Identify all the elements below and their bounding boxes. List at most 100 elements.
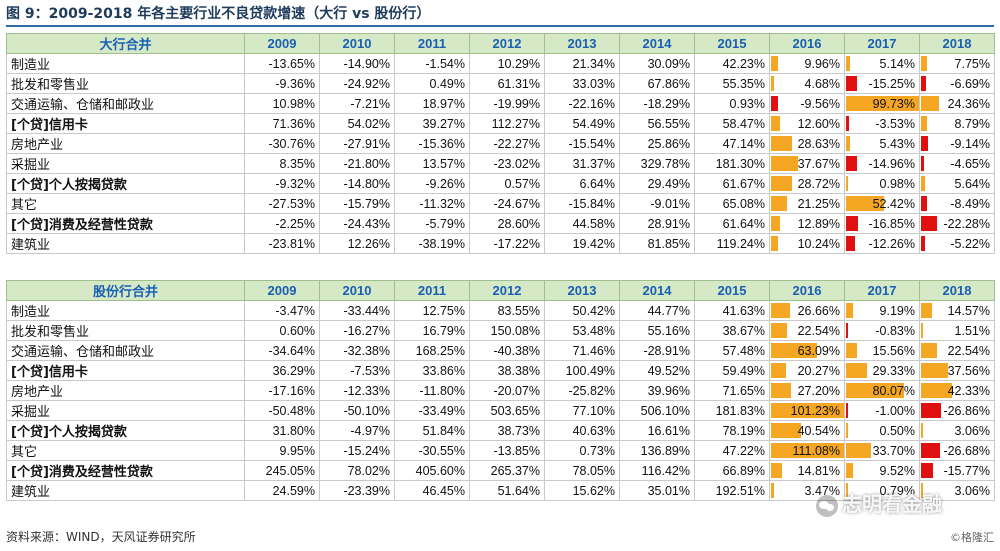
data-value: 506.10% [619, 400, 695, 421]
data-value: 55.35% [694, 73, 770, 94]
data-value: 44.58% [544, 213, 620, 234]
data-value: -20.07% [469, 380, 545, 401]
data-value: 99.73% [872, 97, 915, 111]
data-bar-cell: 0.79% [844, 480, 920, 501]
year-header: 2010 [319, 280, 395, 301]
data-bar-cell: 15.56% [844, 340, 920, 361]
data-bar-cell: -6.69% [919, 73, 995, 94]
data-value: 101.23% [790, 404, 840, 418]
data-bar [921, 156, 925, 171]
data-value: 52.42% [872, 197, 915, 211]
data-bar-cell: -8.49% [919, 193, 995, 214]
data-value: -9.36% [244, 73, 320, 94]
data-value: 51.64% [469, 480, 545, 501]
data-value: -19.99% [469, 93, 545, 114]
data-bar-cell: -9.56% [769, 93, 845, 114]
header-row: 股份行合并 2009 2010 2011 2012 2013 2014 2015 2016 201… [6, 280, 995, 301]
data-value: 42.33% [947, 384, 990, 398]
data-value: 65.08% [694, 193, 770, 214]
year-header: 2018 [919, 33, 995, 54]
data-value: 25.86% [619, 133, 695, 154]
data-value: -13.85% [469, 440, 545, 461]
data-bar-cell: 27.20% [769, 380, 845, 401]
data-bar-cell: 5.14% [844, 53, 920, 74]
data-value: 181.83% [694, 400, 770, 421]
data-value: 28.91% [619, 213, 695, 234]
data-value: -30.76% [244, 133, 320, 154]
data-bar-cell: 111.08% [769, 440, 845, 461]
data-value: 44.77% [619, 300, 695, 321]
data-value: 50.42% [544, 300, 620, 321]
industry-name: [个贷]个人按揭贷款 [6, 173, 245, 194]
industry-name: [个贷]个人按揭贷款 [6, 420, 245, 441]
data-value: -3.53% [875, 117, 915, 131]
data-bar [771, 236, 779, 251]
year-header: 2009 [244, 33, 320, 54]
table-row: 批发和零售业 0.60% -16.27% 16.79% 150.08% 53.48% 55.… [6, 320, 995, 341]
table-row: 建筑业 -23.81% 12.26% -38.19% -17.22% 19.42% 81.8… [6, 233, 995, 254]
data-bar-cell: 1.51% [919, 320, 995, 341]
data-bar-cell: -26.68% [919, 440, 995, 461]
data-value: 33.70% [872, 444, 915, 458]
industry-name: 制造业 [6, 53, 245, 74]
data-value: 0.50% [879, 424, 915, 438]
year-header: 2018 [919, 280, 995, 301]
data-value: 61.31% [469, 73, 545, 94]
data-value: 136.89% [619, 440, 695, 461]
data-value: -22.27% [469, 133, 545, 154]
data-bar [771, 483, 774, 498]
year-header: 2015 [694, 280, 770, 301]
data-value: -7.53% [319, 360, 395, 381]
data-bar-cell: 4.68% [769, 73, 845, 94]
data-value: 29.33% [872, 364, 915, 378]
data-bar [921, 236, 925, 251]
data-bar-cell: 22.54% [769, 320, 845, 341]
data-value: 8.35% [244, 153, 320, 174]
data-value: 0.98% [879, 177, 915, 191]
year-header: 2011 [394, 280, 470, 301]
data-value: -30.55% [394, 440, 470, 461]
industry-name: 房地产业 [6, 380, 245, 401]
year-header: 2013 [544, 280, 620, 301]
data-bar-cell: -1.00% [844, 400, 920, 421]
data-value: 3.47% [804, 484, 840, 498]
watermark-corner: ©格隆汇 [950, 531, 994, 544]
data-bar-cell: 29.33% [844, 360, 920, 381]
data-bar-cell: 21.25% [769, 193, 845, 214]
data-value: 15.56% [872, 344, 915, 358]
data-value: 10.98% [244, 93, 320, 114]
data-value: 39.27% [394, 113, 470, 134]
data-value: 9.52% [879, 464, 915, 478]
data-bar [771, 343, 818, 358]
year-header: 2016 [769, 280, 845, 301]
table-row: 房地产业 -30.76% -27.91% -15.36% -22.27% -15.54% 2… [6, 133, 995, 154]
data-value: 39.96% [619, 380, 695, 401]
data-value: -15.24% [319, 440, 395, 461]
data-bar [771, 136, 792, 151]
data-value: -1.54% [394, 53, 470, 74]
data-value: 6.64% [544, 173, 620, 194]
data-bar [771, 76, 775, 91]
data-value: 150.08% [469, 320, 545, 341]
data-bar [846, 236, 855, 251]
data-bar [846, 176, 848, 191]
data-value: -13.65% [244, 53, 320, 74]
data-value: 53.48% [544, 320, 620, 341]
data-bar [846, 216, 859, 231]
data-value: -12.26% [868, 237, 915, 251]
data-value: -28.91% [619, 340, 695, 361]
data-bar [921, 403, 941, 418]
data-bar [921, 116, 928, 131]
data-value: 22.54% [797, 324, 840, 338]
data-value: 14.57% [947, 304, 990, 318]
data-bar-cell: 28.63% [769, 133, 845, 154]
industry-name: 建筑业 [6, 233, 245, 254]
data-bar [846, 343, 858, 358]
data-bar-cell: 63.09% [769, 340, 845, 361]
data-value: 33.86% [394, 360, 470, 381]
data-value: -1.00% [875, 404, 915, 418]
data-value: -26.86% [943, 404, 990, 418]
data-bar [921, 196, 928, 211]
data-bar-cell: -15.25% [844, 73, 920, 94]
data-value: 78.05% [544, 460, 620, 481]
